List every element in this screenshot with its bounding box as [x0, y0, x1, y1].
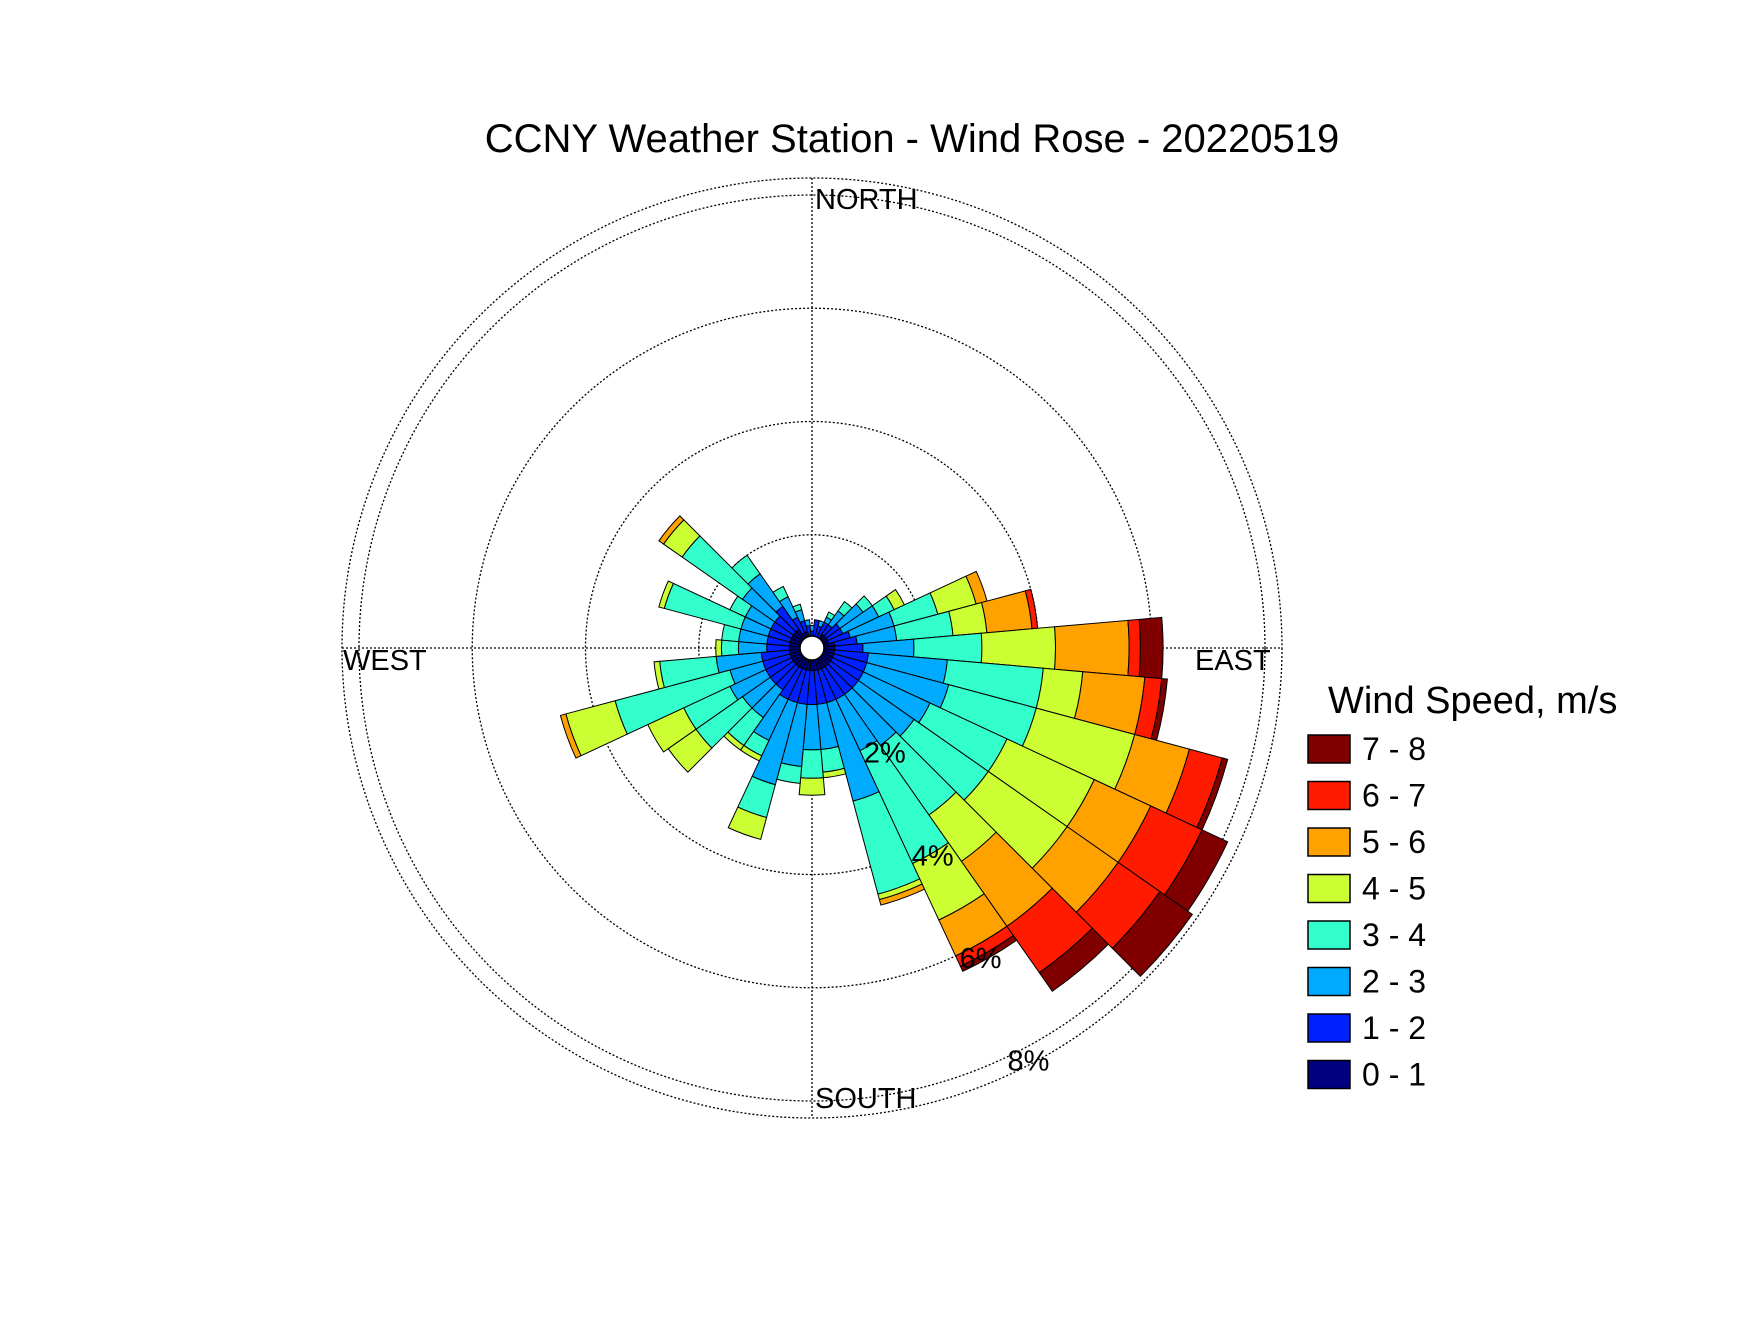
- chart-title: CCNY Weather Station - Wind Rose - 20220…: [485, 117, 1340, 161]
- legend-label: 2 - 3: [1362, 964, 1426, 1000]
- grid-circle: [358, 194, 1266, 1102]
- radial-tick-label: 2%: [864, 738, 906, 770]
- sector-wedge: [798, 777, 826, 796]
- legend-label: 0 - 1: [1362, 1057, 1426, 1093]
- sector-wedge: [980, 626, 1056, 670]
- legend-label: 4 - 5: [1362, 871, 1426, 907]
- legend-label: 7 - 8: [1362, 731, 1426, 767]
- sector-wedge: [809, 624, 815, 632]
- legend-swatch: [1307, 734, 1351, 764]
- legend-swatch: [1307, 873, 1351, 904]
- legend-swatch: [1307, 966, 1351, 997]
- sector-wedge: [658, 580, 675, 610]
- sector-wedge: [1138, 616, 1164, 680]
- legend-label: 6 - 7: [1362, 778, 1426, 814]
- sector-wedge: [878, 883, 926, 906]
- legend-label: 1 - 2: [1362, 1010, 1426, 1046]
- legend-swatch: [1307, 780, 1351, 811]
- legend-swatch: [1307, 827, 1351, 857]
- sector-wedge: [720, 639, 740, 657]
- sector-wedge: [715, 639, 723, 657]
- sector-wedge: [800, 748, 824, 779]
- sector-wedge: [804, 619, 811, 627]
- sector-wedge: [792, 603, 803, 613]
- sector-wedge: [1054, 619, 1130, 677]
- direction-label-north: NORTH: [815, 184, 918, 216]
- direction-label-south: SOUTH: [815, 1083, 917, 1115]
- legend-swatch: [1307, 920, 1351, 950]
- sector-wedge: [559, 713, 582, 759]
- legend-swatch: [1307, 1013, 1351, 1043]
- radial-tick-label: 8%: [1007, 1046, 1049, 1078]
- sector-wedge: [1038, 927, 1110, 992]
- legend: Wind Speed, m/s 7 - 8 6 - 7 5 - 6 4 - 5 3 - …: [1307, 680, 1617, 1093]
- sector-wedge: [727, 806, 768, 841]
- legend-label: 5 - 6: [1362, 824, 1426, 860]
- sector-wedge: [653, 660, 665, 690]
- legend-swatch: [1307, 1059, 1351, 1090]
- sector-wedge: [959, 934, 1018, 972]
- direction-label-west: WEST: [343, 645, 427, 677]
- legend-label: 3 - 4: [1362, 917, 1426, 953]
- sector-wedge: [1127, 618, 1141, 678]
- radial-tick-label: 4%: [912, 840, 954, 872]
- center-circle: [799, 635, 825, 661]
- sector-wedge: [980, 590, 1033, 634]
- sector-wedge: [731, 554, 761, 585]
- radial-tick-label: 6%: [960, 943, 1002, 975]
- center-hole: [799, 635, 825, 661]
- sector-wedge: [1111, 890, 1194, 978]
- sector-wedge: [658, 515, 685, 545]
- sector-bars: [559, 515, 1229, 992]
- direction-label-east: EAST: [1195, 645, 1271, 677]
- legend-title: Wind Speed, m/s: [1328, 680, 1617, 722]
- sector-wedge: [772, 585, 789, 603]
- radial-tick-labels: 2% 4% 6% 8%: [864, 738, 1050, 1078]
